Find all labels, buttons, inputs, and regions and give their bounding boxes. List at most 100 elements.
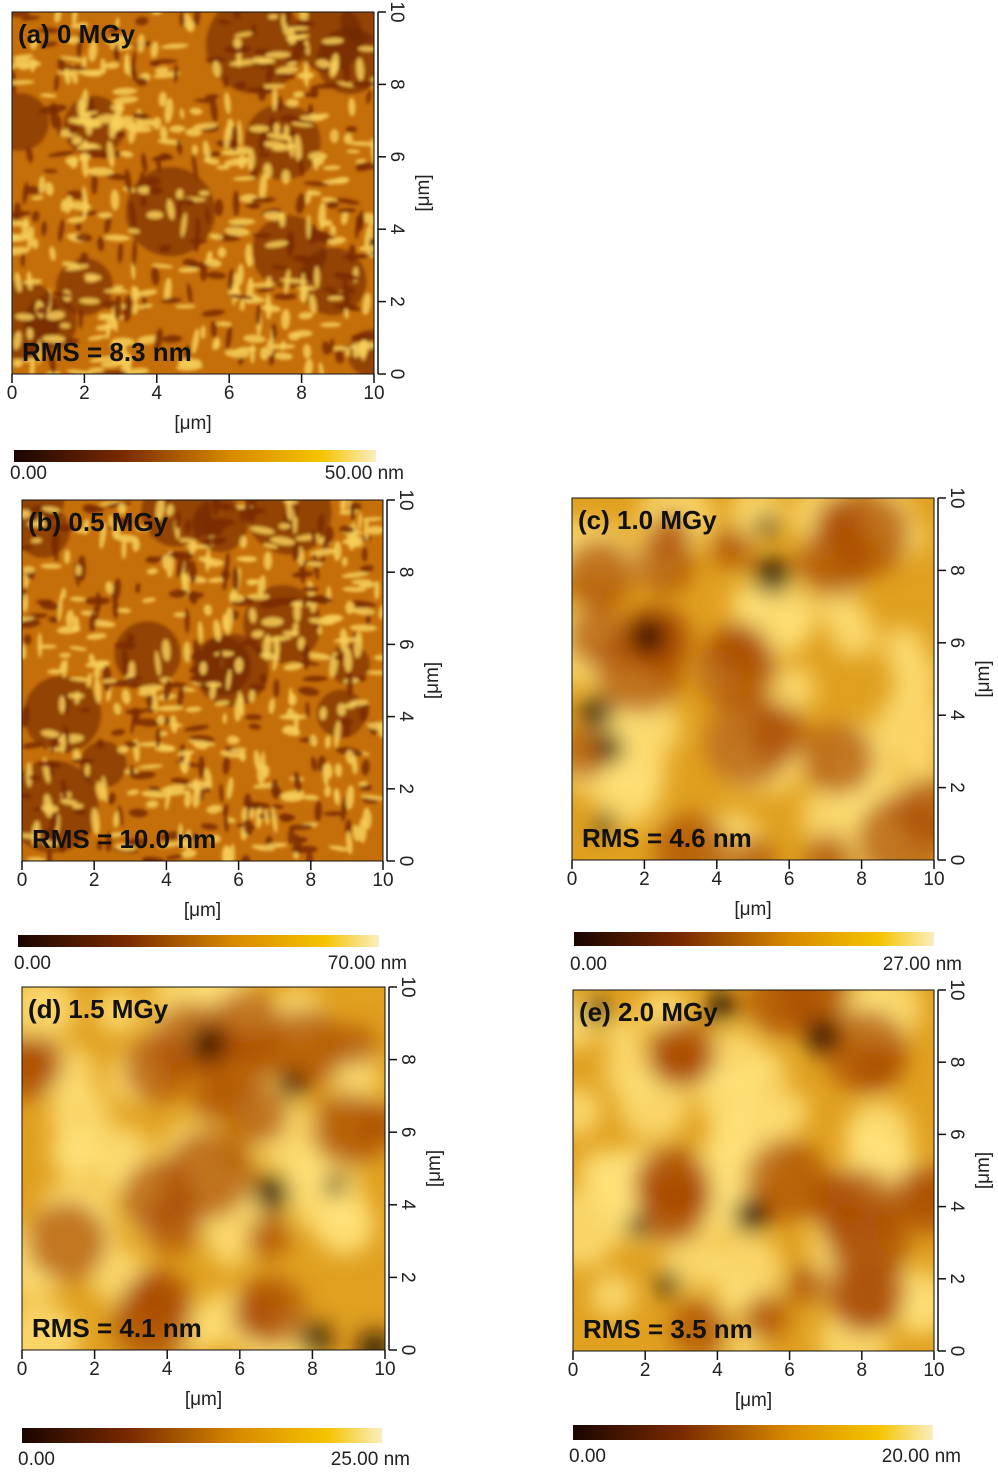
- grain-dark: [217, 19, 231, 25]
- grain-light: [233, 37, 242, 49]
- grain-dark: [359, 565, 374, 573]
- light-blob: [53, 1136, 94, 1177]
- grain-light: [113, 811, 120, 828]
- grain-light: [198, 190, 210, 196]
- grain-dark: [80, 707, 91, 713]
- grain-light: [130, 262, 136, 280]
- grain-light: [356, 58, 364, 81]
- grain-light: [31, 820, 40, 846]
- grain-light: [113, 285, 124, 290]
- y-tick-label: 8: [946, 565, 967, 576]
- grain-light: [347, 141, 374, 147]
- grain-dark: [165, 854, 184, 860]
- grain-light: [181, 687, 196, 692]
- afm-image: [573, 990, 934, 1351]
- grain-light: [150, 41, 159, 59]
- grain-light: [237, 691, 245, 716]
- grain-light: [95, 323, 117, 331]
- x-tick-label: 8: [296, 383, 307, 404]
- grain-dark: [154, 59, 178, 64]
- grain-light: [239, 557, 257, 562]
- grain-light: [61, 587, 67, 599]
- grain-light: [255, 58, 273, 65]
- colorbar-max: 70.00 nm: [328, 953, 407, 974]
- grain-light: [212, 60, 221, 78]
- x-tick-label: 8: [857, 1360, 868, 1381]
- x-tick-label: 4: [152, 383, 163, 404]
- grain-light: [337, 703, 346, 716]
- grain-dark: [182, 258, 198, 268]
- dark-pit: [625, 1215, 649, 1238]
- grain-dark: [170, 777, 191, 785]
- grain-light: [216, 321, 233, 327]
- colorbar-max: 27.00 nm: [883, 954, 962, 975]
- grain-light: [297, 71, 315, 80]
- grain-light: [302, 794, 319, 801]
- grain-dark: [219, 783, 224, 803]
- grain-light: [370, 137, 374, 165]
- grain-light: [59, 56, 87, 63]
- mid-blob: [785, 1264, 826, 1305]
- grain-light: [97, 212, 113, 219]
- grain-light: [169, 125, 186, 133]
- grain-light: [83, 69, 105, 76]
- grain-light: [127, 120, 137, 144]
- grain-dark: [291, 845, 318, 854]
- grain-light: [344, 307, 349, 320]
- grain-dark: [61, 778, 68, 803]
- x-tick-label: 10: [363, 383, 384, 404]
- grain-dark: [184, 549, 191, 575]
- grain-light: [259, 346, 269, 361]
- grain-light: [330, 128, 339, 144]
- grain-light: [72, 615, 80, 633]
- grain-dark: [177, 685, 184, 709]
- grain-light: [180, 849, 197, 859]
- grain-light: [87, 367, 105, 373]
- mid-blob: [635, 535, 695, 595]
- colorbar: [22, 1428, 382, 1443]
- grain-light: [69, 155, 79, 169]
- grain-light: [76, 143, 98, 151]
- grain-light: [316, 59, 331, 68]
- grain-light: [153, 71, 181, 79]
- grain-light: [263, 551, 273, 571]
- grain-light: [38, 175, 46, 195]
- light-blob: [603, 1016, 642, 1055]
- grain-dark: [207, 518, 236, 527]
- grain-dark: [26, 322, 38, 329]
- dark-pit: [804, 1018, 840, 1054]
- grain-light: [206, 250, 213, 262]
- grain-dark: [309, 85, 319, 98]
- grain-dark: [286, 230, 295, 257]
- grain-light: [261, 617, 284, 627]
- grain-light: [266, 337, 275, 357]
- grain-dark: [271, 265, 288, 270]
- grain-dark: [71, 758, 95, 764]
- grain-dark: [206, 271, 227, 280]
- grain-dark: [26, 147, 33, 163]
- grain-dark: [118, 804, 124, 827]
- grain-light: [152, 116, 162, 130]
- afm-image: [572, 498, 934, 860]
- mid-blob: [802, 723, 875, 796]
- grain-dark: [244, 714, 263, 721]
- grain-dark: [80, 252, 89, 263]
- y-tick-label: 10: [386, 1, 407, 22]
- x-tick-label: 2: [640, 1360, 651, 1381]
- grain-light: [316, 113, 330, 120]
- grain-dark: [287, 824, 295, 845]
- grain-light: [329, 53, 339, 78]
- grain-light: [109, 116, 118, 139]
- grain-dark: [193, 231, 200, 253]
- grain-light: [71, 12, 78, 25]
- grain-light: [314, 265, 320, 289]
- grain-light: [29, 357, 36, 374]
- light-blob: [876, 690, 934, 760]
- image-frame: [571, 497, 935, 861]
- y-tick-label: 2: [946, 782, 967, 793]
- grain-dark: [151, 266, 160, 286]
- light-blob: [95, 988, 141, 1034]
- colorbar-max: 20.00 nm: [882, 1446, 961, 1467]
- grain-light: [237, 155, 247, 169]
